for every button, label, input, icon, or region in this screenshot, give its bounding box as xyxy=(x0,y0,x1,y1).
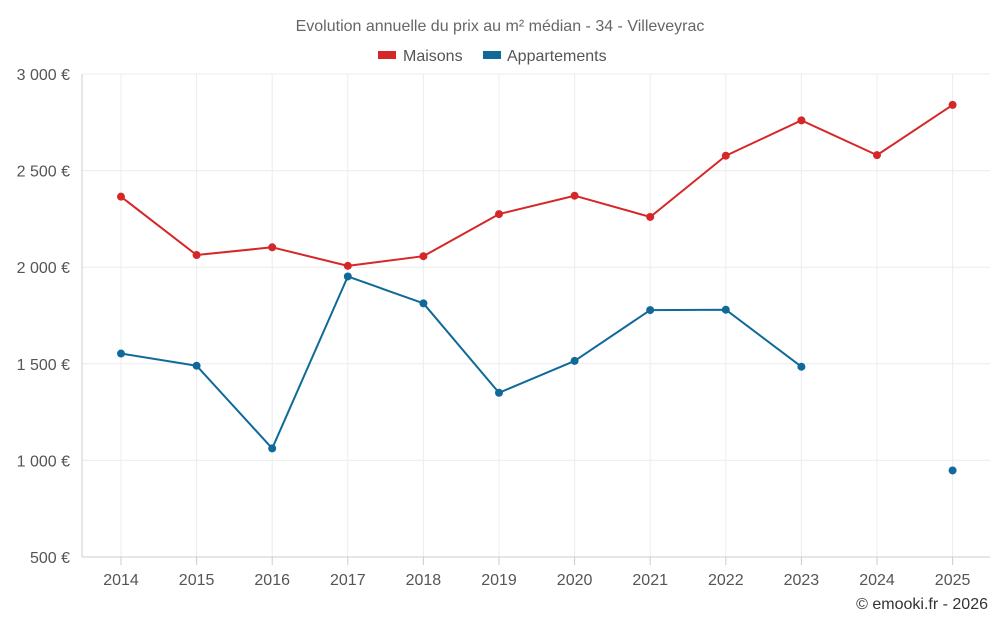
data-point[interactable] xyxy=(721,151,730,160)
y-tick-label: 2 500 € xyxy=(17,164,70,181)
x-tick-label: 2020 xyxy=(557,572,593,589)
data-point[interactable] xyxy=(948,100,957,109)
series-group xyxy=(117,100,957,475)
data-point[interactable] xyxy=(343,261,352,270)
data-point[interactable] xyxy=(797,362,806,371)
data-point[interactable] xyxy=(570,191,579,200)
x-tick-label: 2018 xyxy=(406,572,442,589)
y-tick-label: 3 000 € xyxy=(17,67,70,84)
y-tick-label: 1 000 € xyxy=(17,453,70,470)
legend: Maisons Appartements xyxy=(378,48,607,65)
grid-lines xyxy=(81,73,990,558)
data-point[interactable] xyxy=(117,192,125,201)
y-tick-label: 1 500 € xyxy=(17,357,70,374)
series-line xyxy=(120,104,954,267)
data-point[interactable] xyxy=(117,349,125,358)
data-point[interactable] xyxy=(419,299,428,308)
legend-item-appartements[interactable]: Appartements xyxy=(483,48,607,65)
legend-item-maisons[interactable]: Maisons xyxy=(378,48,463,65)
series-maisons xyxy=(117,100,957,270)
data-point[interactable] xyxy=(948,466,957,475)
y-axis-ticks: 500 € 1 000 € 1 500 € 2 000 € 2 500 € 3 000 € xyxy=(17,67,70,567)
data-point[interactable] xyxy=(721,305,730,314)
legend-label: Maisons xyxy=(403,48,463,65)
series-appartements xyxy=(117,272,957,475)
data-point[interactable] xyxy=(268,444,277,453)
data-point[interactable] xyxy=(192,251,201,260)
legend-label: Appartements xyxy=(507,48,607,65)
x-tick-label: 2024 xyxy=(859,572,895,589)
x-tick-label: 2021 xyxy=(632,572,668,589)
y-tick-label: 2 000 € xyxy=(17,260,70,277)
x-tick-label: 2019 xyxy=(481,572,517,589)
series-line xyxy=(120,275,803,450)
x-tick-label: 2017 xyxy=(330,572,366,589)
x-tick-label: 2016 xyxy=(254,572,290,589)
data-point[interactable] xyxy=(192,361,201,370)
data-point[interactable] xyxy=(873,151,881,160)
data-point[interactable] xyxy=(797,116,806,125)
data-point[interactable] xyxy=(419,252,428,261)
data-point[interactable] xyxy=(646,212,655,221)
data-point[interactable] xyxy=(495,210,503,219)
x-tick-label: 2025 xyxy=(935,572,971,589)
data-point[interactable] xyxy=(343,272,352,281)
y-tick-label: 500 € xyxy=(30,550,70,567)
x-axis-ticks: 2014 2015 2016 2017 2018 2019 2020 2021 2022 2023… xyxy=(103,557,970,589)
x-tick-label: 2023 xyxy=(784,572,820,589)
data-point[interactable] xyxy=(268,243,277,252)
chart-title: Evolution annuelle du prix au m² médian … xyxy=(296,18,705,35)
data-point[interactable] xyxy=(646,306,655,315)
legend-swatch xyxy=(378,51,396,59)
credit-text: © emooki.fr - 2026 xyxy=(856,596,988,613)
x-tick-label: 2022 xyxy=(708,572,744,589)
data-point[interactable] xyxy=(570,356,579,365)
legend-swatch xyxy=(483,51,501,59)
data-point[interactable] xyxy=(495,388,503,397)
x-tick-label: 2014 xyxy=(103,572,139,589)
x-tick-label: 2015 xyxy=(179,572,215,589)
